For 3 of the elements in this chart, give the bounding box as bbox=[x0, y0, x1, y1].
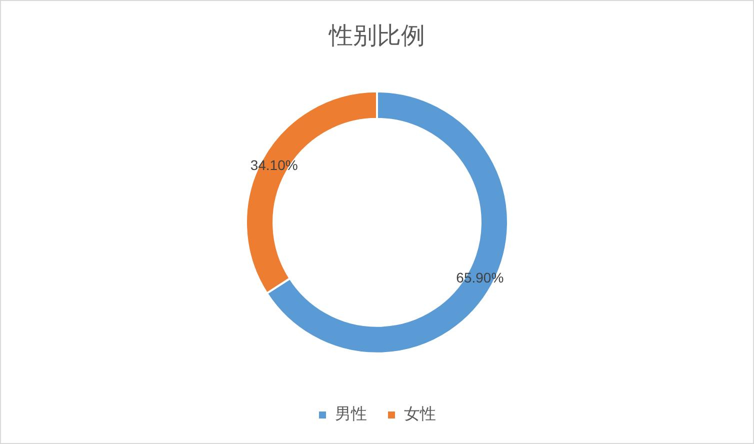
legend-label: 女性 bbox=[404, 404, 436, 424]
chart-title: 性别比例 bbox=[328, 22, 425, 50]
legend-label: 男性 bbox=[335, 404, 367, 424]
